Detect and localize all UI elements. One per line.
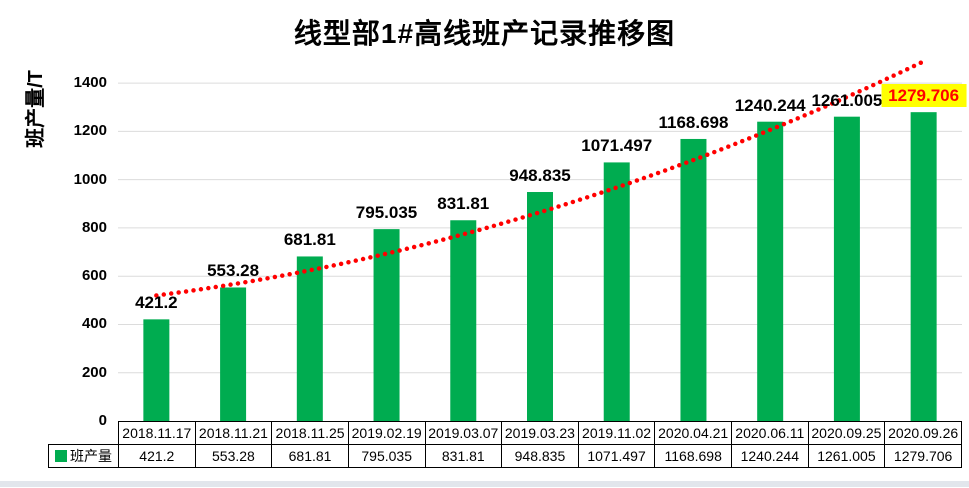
value-cell: 1168.698 <box>654 444 732 468</box>
value-cell: 1261.005 <box>807 444 886 468</box>
trend-line[interactable] <box>154 59 926 298</box>
bar[interactable] <box>220 287 247 421</box>
bar[interactable] <box>296 256 323 421</box>
bar[interactable] <box>373 229 400 421</box>
y-tick-label: 400 <box>81 315 107 333</box>
bar-data-label: 421.2 <box>135 293 178 313</box>
bar[interactable] <box>833 116 860 421</box>
bar[interactable] <box>910 112 937 422</box>
value-cell: 553.28 <box>194 444 273 468</box>
bar[interactable] <box>143 319 170 421</box>
value-cell: 1279.706 <box>884 444 962 468</box>
bar-data-label-highlighted: 1279.706 <box>881 84 967 108</box>
date-cell: 2020.09.25 <box>807 421 886 445</box>
value-cell: 1240.244 <box>731 444 809 468</box>
bar[interactable] <box>757 121 784 422</box>
table-spacer-cell <box>49 422 119 445</box>
bar-data-label: 831.81 <box>437 194 490 214</box>
legend-cell: 班产量 <box>48 444 119 468</box>
data-table: 2018.11.17 2018.11.21 2018.11.25 2019.02.19… <box>48 421 962 468</box>
bar[interactable] <box>450 220 477 421</box>
y-tick-label: 1000 <box>73 170 107 188</box>
bar-data-label: 1240.244 <box>734 95 806 115</box>
chart-title: 线型部1#高线班产记录推移图 <box>293 18 676 49</box>
bar-data-label: 795.035 <box>355 203 418 223</box>
bar[interactable] <box>603 162 630 422</box>
date-cell: 2020.04.21 <box>654 421 732 445</box>
bar[interactable] <box>680 138 707 421</box>
bar-data-label: 1071.497 <box>581 136 653 156</box>
bar-data-label: 1168.698 <box>658 112 729 132</box>
y-tick-label: 200 <box>81 363 107 381</box>
table-row-values: 班产量 421.2 553.28 681.81 795.035 831.81 948.835… <box>48 444 962 468</box>
bottom-strip <box>0 481 969 487</box>
y-tick-label: 600 <box>81 267 107 285</box>
bar[interactable] <box>527 192 553 421</box>
date-cell: 2019.11.02 <box>577 421 656 445</box>
y-tick-label: 800 <box>81 218 107 236</box>
bar-data-label: 681.81 <box>283 230 336 250</box>
date-cell: 2018.11.21 <box>194 421 273 445</box>
table-row-dates: 2018.11.17 2018.11.21 2018.11.25 2019.02.19… <box>49 421 962 445</box>
date-cell: 2020.06.11 <box>731 421 809 445</box>
value-cell: 948.835 <box>501 444 579 468</box>
date-cell: 2018.11.25 <box>271 421 349 445</box>
date-cell: 2019.02.19 <box>347 421 426 445</box>
bar-data-label: 553.28 <box>207 261 260 281</box>
date-cell: 2020.09.26 <box>884 421 962 445</box>
chart-plot-area <box>118 59 962 422</box>
bar-data-label: 1261.005 <box>811 90 883 110</box>
date-cell: 2019.03.07 <box>424 421 503 445</box>
y-tick-label: 1200 <box>73 122 107 140</box>
y-tick-label: 1400 <box>73 74 107 92</box>
value-cell: 681.81 <box>271 444 349 468</box>
value-cell: 831.81 <box>424 444 503 468</box>
bar-data-label: 948.835 <box>509 166 571 185</box>
y-tick-label: 0 <box>98 412 107 429</box>
date-cell: 2019.03.23 <box>501 421 579 445</box>
value-cell: 421.2 <box>118 444 196 468</box>
legend-swatch-icon <box>55 450 67 462</box>
date-cell: 2018.11.17 <box>118 421 196 445</box>
legend-label: 班产量 <box>70 448 112 464</box>
value-cell: 1071.497 <box>577 444 656 468</box>
value-cell: 795.035 <box>347 444 426 468</box>
